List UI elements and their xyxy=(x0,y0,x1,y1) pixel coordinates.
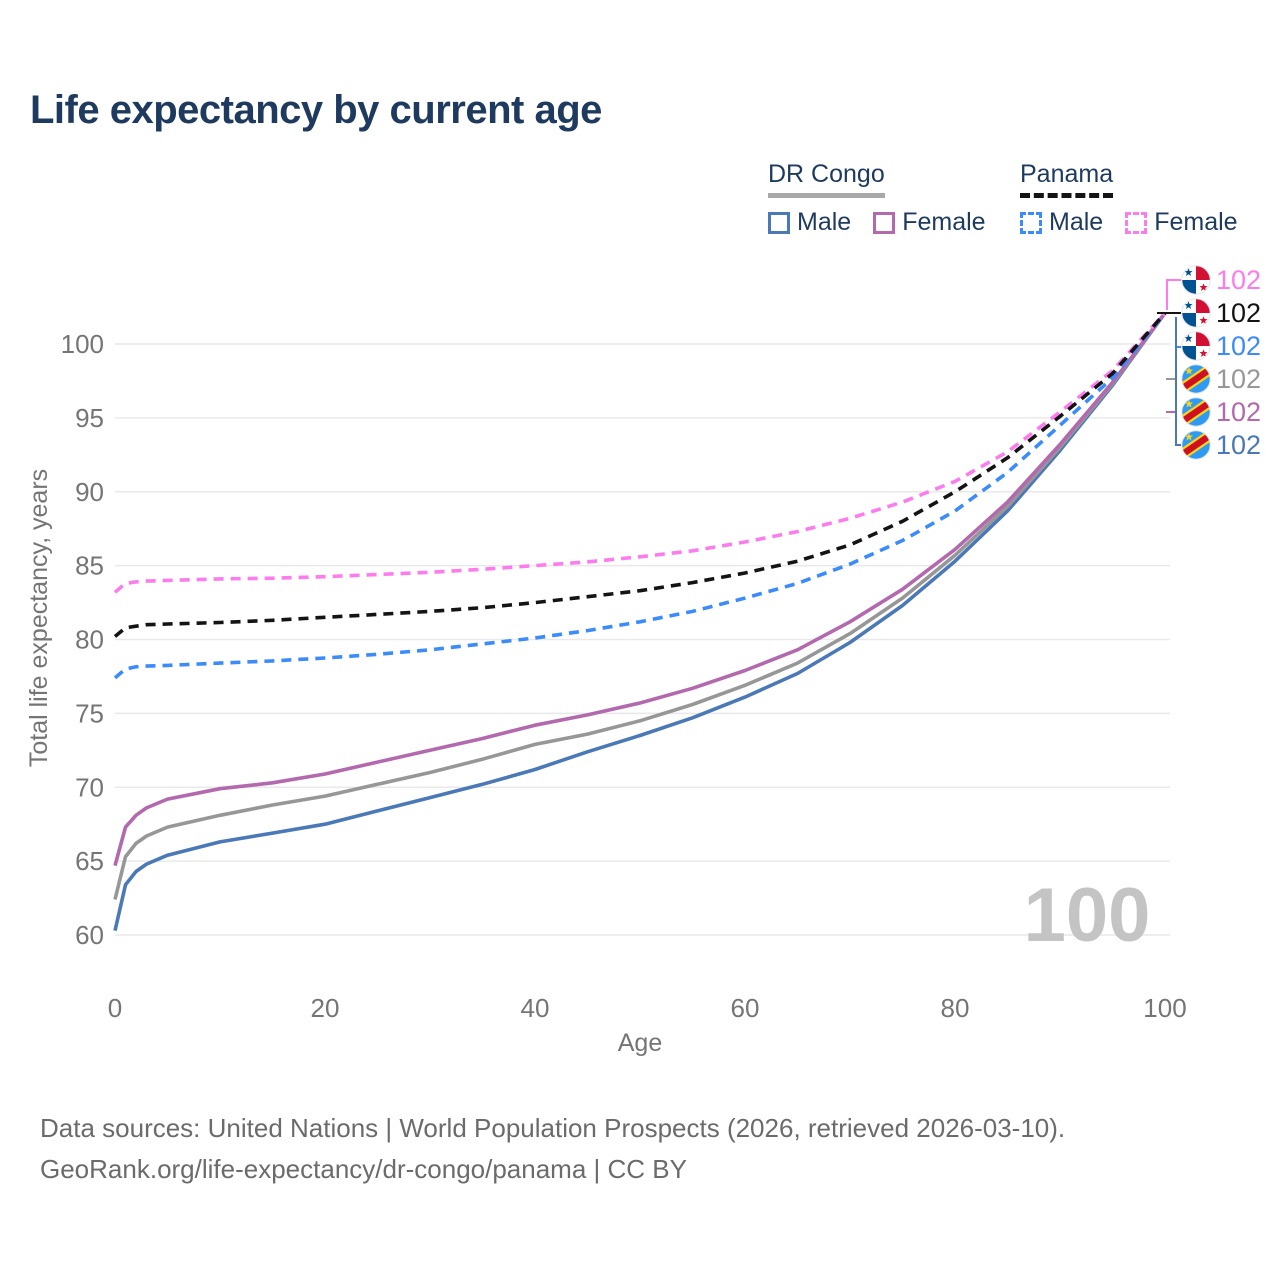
watermark-age-100: 100 xyxy=(1024,873,1151,958)
legend-group-dr-congo: DR Congo Male Female xyxy=(768,160,986,237)
y-tick-label: 80 xyxy=(75,625,104,655)
drc-male-swatch-icon xyxy=(768,211,790,234)
legend-item-panama-male[interactable]: Male xyxy=(1020,208,1103,237)
series-line-panama-male[interactable] xyxy=(113,311,1167,680)
footer: Data sources: United Nations | World Pop… xyxy=(40,1108,1065,1190)
y-tick-label: 85 xyxy=(75,551,104,581)
dr-congo-flag-icon xyxy=(1181,430,1211,460)
dr-congo-flag-icon xyxy=(1181,397,1211,427)
x-tick-label: 60 xyxy=(731,993,760,1023)
panama-flag-icon xyxy=(1181,265,1211,295)
connector-panama-female xyxy=(1166,279,1181,310)
y-axis-title: Total life expectancy, years xyxy=(25,469,53,767)
end-label-panama-both-sexes: 102 xyxy=(1181,298,1261,328)
end-label-value: 102 xyxy=(1216,364,1262,394)
end-label-panama-female: 102 xyxy=(1181,265,1261,295)
end-label-dr-congo-both-sexes: 102 xyxy=(1181,364,1261,394)
panama-flag-icon xyxy=(1181,331,1211,361)
x-tick-label: 100 xyxy=(1143,993,1186,1023)
legend-item-label: Female xyxy=(902,208,986,236)
end-label-dr-congo-female: 102 xyxy=(1181,397,1261,427)
end-label-value: 102 xyxy=(1216,397,1262,427)
x-tick-label: 20 xyxy=(311,993,340,1023)
y-tick-label: 95 xyxy=(75,403,104,433)
page-title: Life expectancy by current age xyxy=(30,88,602,132)
series-line-dr-congo-female[interactable] xyxy=(113,311,1167,867)
drc-female-swatch-icon xyxy=(873,211,896,234)
legend-items-panama: Male Female xyxy=(1020,208,1238,237)
connector-drc-male xyxy=(1175,317,1181,446)
legend-items-dr-congo: Male Female xyxy=(768,208,986,237)
legend-item-label: Male xyxy=(1049,208,1104,236)
series-line-panama-female[interactable] xyxy=(113,311,1167,594)
end-label-dr-congo-male: 102 xyxy=(1181,430,1261,460)
end-label-panama-male: 102 xyxy=(1181,331,1261,361)
legend-item-drc-female[interactable]: Female xyxy=(873,208,986,237)
y-tick-label: 60 xyxy=(75,920,104,950)
y-tick-label: 100 xyxy=(61,329,104,359)
end-label-value: 102 xyxy=(1216,298,1262,328)
end-label-value: 102 xyxy=(1216,265,1262,295)
y-tick-label: 70 xyxy=(75,772,104,802)
series-line-panama-both-sexes[interactable] xyxy=(113,311,1167,638)
x-tick-label: 0 xyxy=(108,993,122,1023)
series-line-dr-congo-both-sexes[interactable] xyxy=(113,311,1167,900)
legend-item-label: Female xyxy=(1154,208,1238,236)
data-sources-text: Data sources: United Nations | World Pop… xyxy=(40,1113,1066,1143)
panama-flag-icon xyxy=(1181,298,1211,328)
x-tick-label: 80 xyxy=(941,993,970,1023)
x-tick-label: 40 xyxy=(521,993,550,1023)
panama-female-swatch-icon xyxy=(1125,211,1148,234)
end-label-value: 102 xyxy=(1216,430,1262,460)
legend-item-drc-male[interactable]: Male xyxy=(768,208,851,237)
series-line-dr-congo-male[interactable] xyxy=(113,311,1167,932)
legend-country-dr-congo: DR Congo xyxy=(768,160,885,198)
dr-congo-flag-icon xyxy=(1181,364,1211,394)
legend-group-panama: Panama Male Female xyxy=(1020,160,1238,237)
legend-country-panama: Panama xyxy=(1020,160,1114,198)
y-tick-label: 65 xyxy=(75,846,104,876)
panama-male-swatch-icon xyxy=(1020,211,1042,234)
y-tick-label: 90 xyxy=(75,477,104,507)
source-url-text: GeoRank.org/life-expectancy/dr-congo/pan… xyxy=(40,1154,687,1184)
x-axis-title: Age xyxy=(618,1029,662,1057)
end-label-value: 102 xyxy=(1216,331,1262,361)
legend-item-label: Male xyxy=(797,208,852,236)
legend-item-panama-female[interactable]: Female xyxy=(1125,208,1238,237)
y-tick-label: 75 xyxy=(75,698,104,728)
